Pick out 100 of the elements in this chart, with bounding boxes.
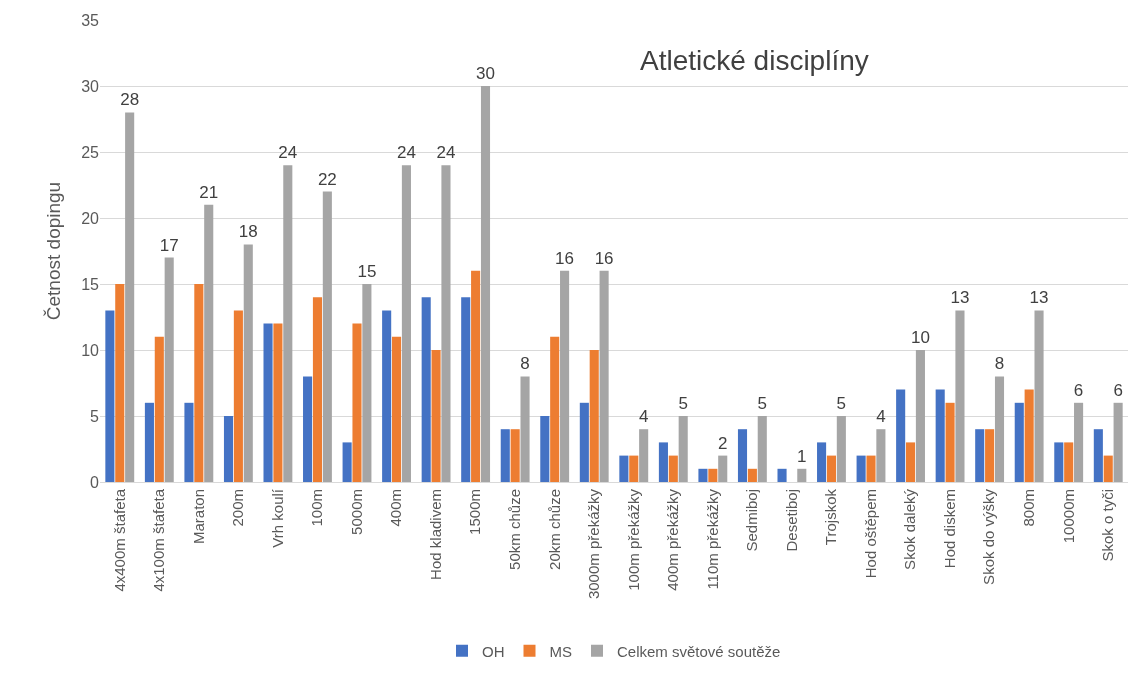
x-tick-label: Desetiboj bbox=[782, 489, 800, 552]
x-tick-label: 100m bbox=[308, 489, 326, 527]
bar bbox=[629, 455, 639, 482]
bar bbox=[945, 402, 955, 482]
bar bbox=[826, 455, 837, 482]
bar bbox=[391, 336, 402, 482]
bar bbox=[985, 429, 995, 482]
bar bbox=[589, 350, 599, 482]
data-label: 17 bbox=[159, 235, 179, 255]
x-tick-label: Trojskok bbox=[822, 488, 840, 546]
legend-label: MS bbox=[549, 642, 572, 660]
y-tick-label: 30 bbox=[81, 77, 100, 95]
x-tick-label: 3000m překážky bbox=[585, 488, 603, 600]
data-label: 13 bbox=[1029, 288, 1049, 308]
x-tick-label: Skok do výšky bbox=[980, 488, 998, 585]
bar bbox=[737, 429, 748, 482]
bar bbox=[184, 402, 194, 482]
x-tick-label: 5000m bbox=[347, 489, 365, 535]
bar bbox=[480, 86, 491, 482]
bar bbox=[1093, 429, 1103, 482]
y-tick-label: 0 bbox=[90, 473, 100, 491]
bar bbox=[777, 468, 787, 482]
data-label: 21 bbox=[199, 182, 219, 202]
bar bbox=[658, 442, 668, 482]
bar bbox=[431, 350, 441, 482]
bar bbox=[312, 297, 323, 482]
data-label: 16 bbox=[594, 248, 614, 268]
bar bbox=[678, 416, 688, 482]
data-label: 15 bbox=[357, 262, 377, 281]
y-tick-label: 25 bbox=[81, 143, 100, 161]
x-tick-label: Vrh koulí bbox=[268, 488, 286, 548]
data-label: 8 bbox=[994, 354, 1005, 374]
bar bbox=[1054, 442, 1064, 482]
bar bbox=[500, 429, 510, 482]
bar bbox=[747, 468, 757, 482]
bar bbox=[105, 310, 115, 482]
bar bbox=[975, 429, 985, 482]
bar bbox=[144, 402, 154, 482]
bar bbox=[115, 284, 125, 482]
bar bbox=[560, 270, 570, 482]
bar bbox=[401, 165, 411, 482]
y-tick-label: 15 bbox=[81, 275, 100, 293]
bar bbox=[668, 455, 678, 482]
bar bbox=[718, 455, 728, 482]
data-label: 18 bbox=[238, 222, 258, 242]
y-tick-label: 35 bbox=[81, 11, 100, 29]
x-tick-label: 1500m bbox=[466, 489, 484, 535]
bar bbox=[303, 376, 313, 482]
bar bbox=[204, 204, 214, 482]
x-tick-label: Skok daleký bbox=[901, 488, 919, 570]
bar bbox=[905, 442, 916, 482]
data-label: 10 bbox=[910, 328, 930, 347]
bar bbox=[1064, 442, 1074, 482]
x-tick-label: 4x400m štafeta bbox=[110, 488, 128, 592]
bar bbox=[233, 310, 243, 482]
data-label: 6 bbox=[1113, 380, 1123, 400]
y-tick-label: 5 bbox=[90, 407, 100, 425]
bar bbox=[915, 350, 925, 482]
x-tick-label: 200m bbox=[229, 489, 247, 527]
bar bbox=[698, 468, 708, 482]
data-label: 5 bbox=[678, 394, 688, 413]
bar bbox=[342, 442, 352, 482]
bar bbox=[836, 416, 846, 482]
data-label: 22 bbox=[317, 169, 337, 189]
bar bbox=[421, 297, 431, 482]
bar bbox=[540, 416, 550, 482]
bar bbox=[1014, 402, 1024, 482]
bar bbox=[856, 455, 866, 482]
bar bbox=[154, 336, 164, 482]
data-label: 5 bbox=[757, 394, 767, 413]
bar bbox=[283, 165, 293, 482]
x-tick-label: Hod diskem bbox=[940, 489, 958, 569]
x-tick-label: 4x100m štafeta bbox=[150, 488, 168, 592]
x-tick-label: 400m bbox=[387, 489, 405, 527]
y-tick-label: 10 bbox=[81, 341, 100, 359]
bar bbox=[352, 323, 362, 482]
bar bbox=[708, 468, 718, 482]
data-label: 4 bbox=[638, 407, 649, 427]
data-label: 13 bbox=[950, 288, 970, 308]
bar bbox=[1024, 389, 1034, 482]
data-label: 24 bbox=[436, 143, 456, 163]
data-label: 24 bbox=[278, 143, 298, 163]
data-label: 30 bbox=[476, 64, 495, 83]
bar bbox=[1074, 402, 1084, 482]
bar bbox=[639, 429, 649, 482]
legend-label: Celkem světové soutěže bbox=[617, 642, 781, 660]
bar bbox=[382, 310, 392, 482]
bar bbox=[619, 455, 629, 482]
bar bbox=[866, 455, 876, 482]
x-tick-label: Hod kladivem bbox=[426, 489, 444, 580]
bar bbox=[599, 270, 609, 482]
data-label: 1 bbox=[797, 446, 807, 466]
x-tick-label: Hod oštěpem bbox=[861, 489, 879, 579]
data-label: 6 bbox=[1073, 380, 1084, 400]
bar bbox=[1113, 402, 1123, 482]
bar bbox=[194, 284, 204, 482]
x-tick-label: 50km chůze bbox=[506, 489, 524, 570]
y-tick-label: 20 bbox=[81, 209, 100, 227]
bar bbox=[876, 429, 886, 482]
bar bbox=[322, 191, 332, 482]
